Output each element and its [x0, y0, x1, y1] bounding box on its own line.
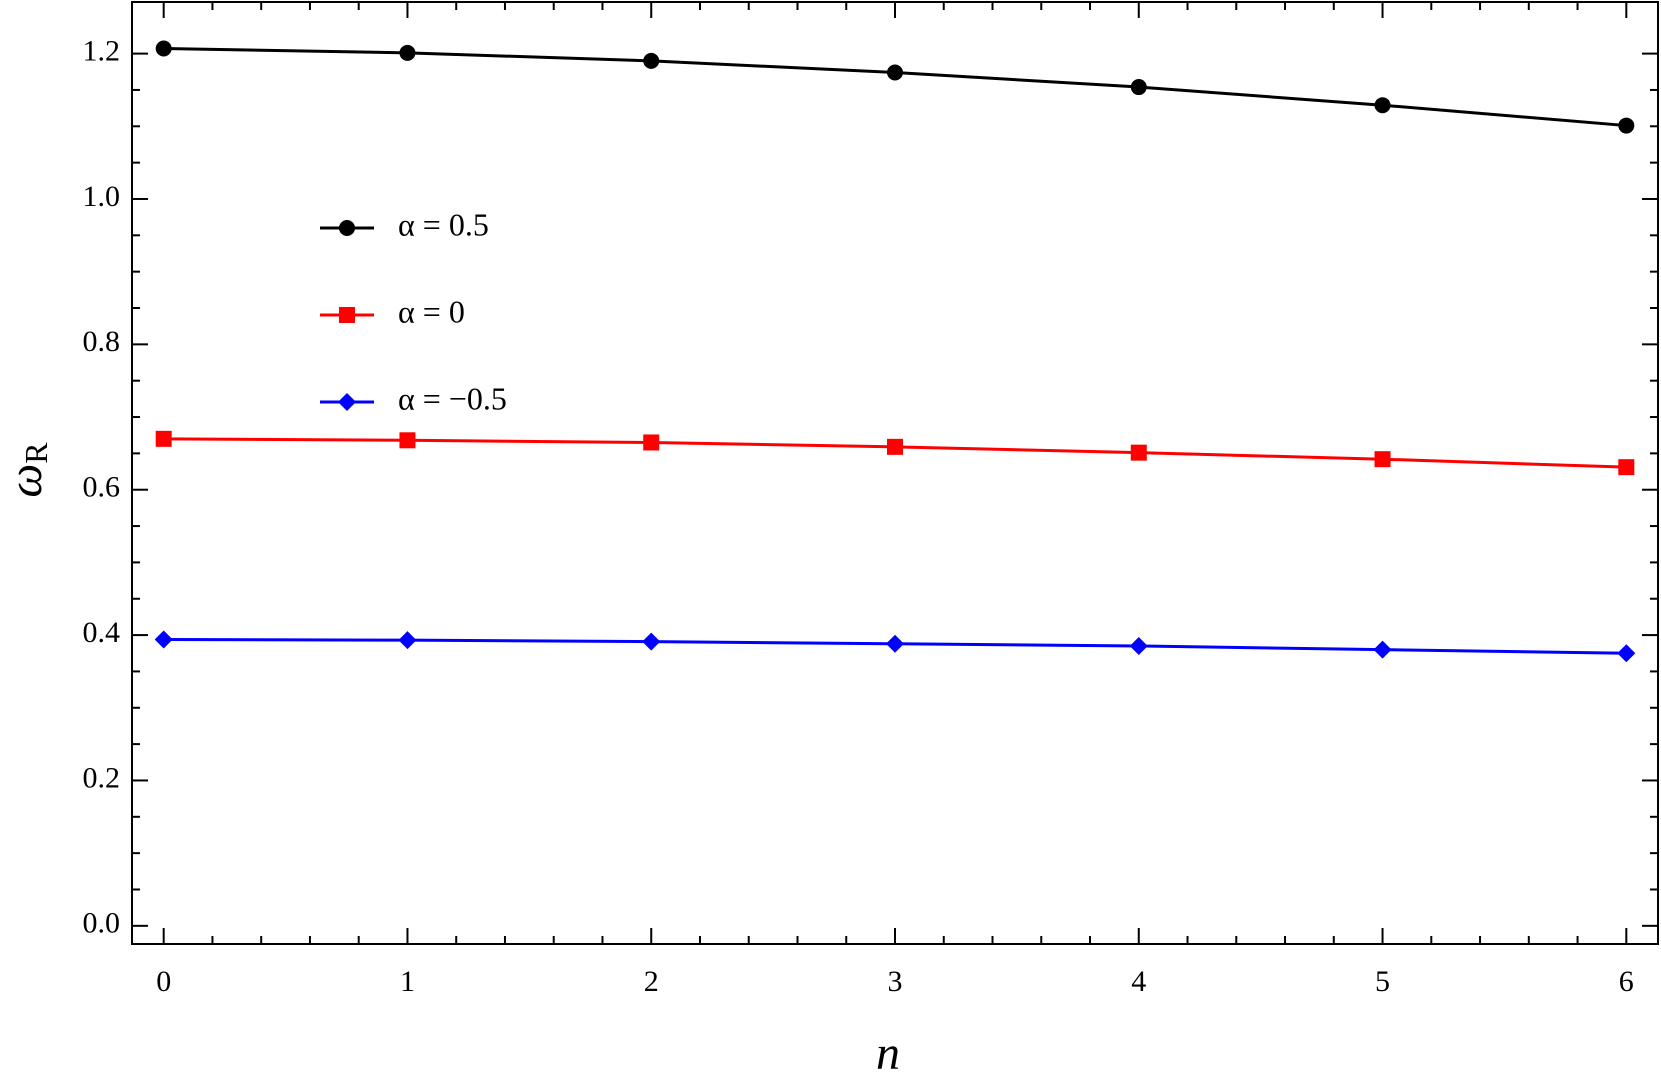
marker	[399, 432, 416, 449]
x-tick-label: 5	[1375, 965, 1390, 998]
plot-frame	[131, 1, 1659, 945]
series-line	[163, 47, 1627, 128]
marker	[1129, 636, 1148, 655]
x-tick-label: 6	[1619, 965, 1634, 998]
marker	[155, 430, 172, 447]
marker	[643, 52, 660, 69]
marker	[1618, 459, 1635, 476]
legend-label: α = 0.5	[398, 206, 489, 242]
marker	[1617, 644, 1636, 663]
y-axis-subscript: R	[18, 442, 54, 464]
marker	[642, 632, 661, 651]
x-tick-label: 4	[1131, 965, 1146, 998]
legend-marker	[338, 393, 356, 411]
marker	[399, 44, 416, 61]
x-tick-label: 3	[888, 965, 903, 998]
legend-marker	[339, 307, 355, 323]
x-axis-label: n	[876, 1027, 900, 1080]
y-tick-label: 0.8	[83, 325, 121, 358]
x-tick-label: 2	[644, 965, 659, 998]
marker	[643, 434, 660, 451]
marker	[154, 630, 173, 649]
legend-label: α = −0.5	[398, 380, 507, 416]
legend-label: α = 0	[398, 293, 465, 329]
y-tick-label: 1.2	[83, 34, 121, 67]
x-tick-label: 1	[400, 965, 415, 998]
marker	[887, 64, 903, 81]
y-tick-label: 0.4	[83, 616, 121, 649]
marker	[886, 634, 904, 653]
y-tick-label: 1.0	[83, 180, 121, 213]
marker	[1618, 117, 1635, 134]
y-tick-label: 0.0	[83, 907, 121, 940]
y-tick-label: 0.6	[83, 471, 121, 504]
marker	[398, 631, 417, 650]
y-axis-label: ωR	[0, 442, 54, 498]
marker	[155, 40, 172, 57]
y-tick-label: 0.2	[83, 761, 121, 794]
marker	[1130, 79, 1147, 96]
y-axis-symbol: ω	[0, 464, 52, 498]
marker	[1374, 451, 1391, 468]
marker	[1130, 444, 1147, 461]
marker	[1373, 640, 1392, 659]
marker	[1374, 97, 1391, 114]
marker	[887, 438, 903, 455]
legend-marker	[339, 220, 355, 236]
x-tick-label: 0	[156, 965, 171, 998]
